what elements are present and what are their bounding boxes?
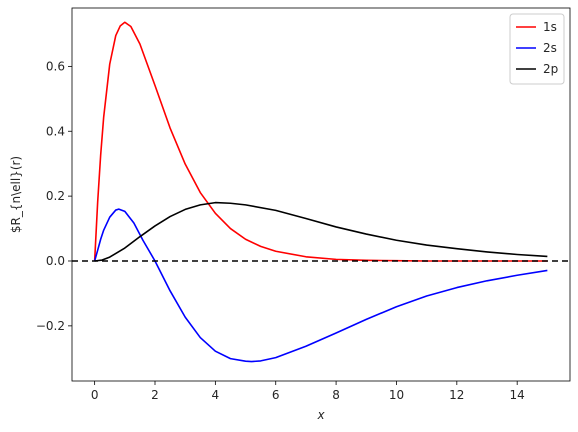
legend-label: 2p (543, 62, 558, 76)
x-tick-label: 8 (332, 388, 340, 402)
y-tick-label: 0.2 (46, 189, 65, 203)
y-axis-label: $R_{n\ell}(r) (9, 156, 23, 233)
x-axis-ticks: 0 2 4 6 8 10 12 14 (91, 381, 525, 402)
legend-entry: 2s (516, 41, 557, 55)
y-tick-label: 0.0 (46, 254, 65, 268)
x-axis-label: x (316, 408, 325, 422)
legend-entry: 1s (516, 20, 557, 34)
y-tick-label: 0.6 (46, 59, 65, 73)
legend: 1s 2s 2p (509, 13, 565, 85)
y-axis-ticks: −0.2 0.0 0.2 0.4 0.6 (36, 59, 72, 333)
legend-label: 1s (543, 20, 557, 34)
plot-area (71, 7, 571, 382)
x-tick-label: 6 (272, 388, 280, 402)
y-tick-label: 0.4 (46, 124, 65, 138)
series-layer (93, 21, 548, 363)
x-tick-label: 2 (151, 388, 159, 402)
x-tick-label: 12 (449, 388, 464, 402)
x-tick-label: 0 (91, 388, 99, 402)
series-line-1s (93, 21, 548, 262)
legend-box (509, 13, 565, 85)
legend-label: 2s (543, 41, 557, 55)
plot-frame (71, 7, 571, 382)
x-tick-label: 4 (212, 388, 220, 402)
series-line-2s (93, 208, 548, 363)
x-tick-label: 10 (389, 388, 404, 402)
series-line-2p (94, 201, 548, 262)
legend-entry: 2p (516, 62, 558, 76)
y-tick-label: −0.2 (36, 319, 65, 333)
x-tick-label: 14 (510, 388, 525, 402)
